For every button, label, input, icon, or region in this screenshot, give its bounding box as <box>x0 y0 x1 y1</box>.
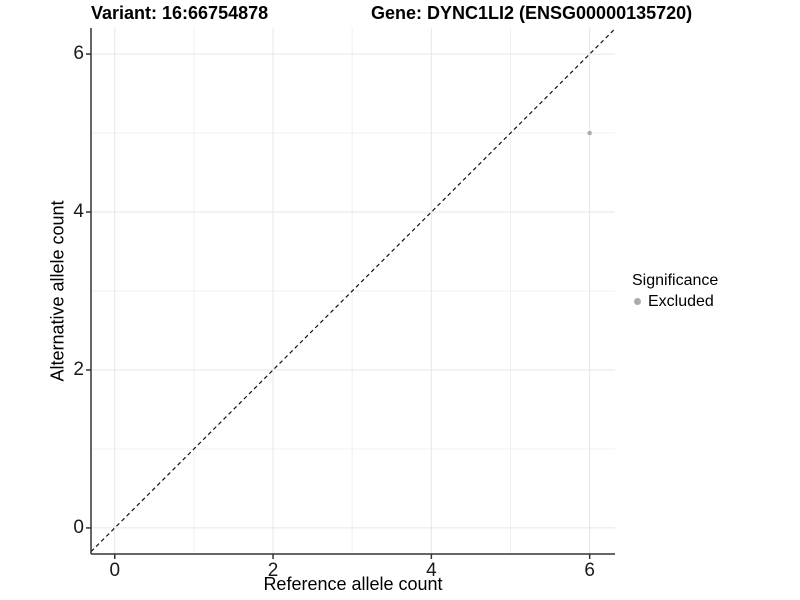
x-axis-title: Reference allele count <box>263 574 443 594</box>
x-tick-label: 0 <box>109 560 121 581</box>
gene-title: Gene: DYNC1LI2 (ENSG00000135720) <box>371 3 693 23</box>
identity-line <box>90 28 616 553</box>
y-tick-label: 0 <box>73 516 84 538</box>
legend-point-icon <box>634 298 641 305</box>
y-axis-title: Alternative allele count <box>47 200 68 382</box>
legend: Significance Excluded <box>632 271 718 311</box>
legend-title: Significance <box>632 272 719 289</box>
x-tick-label: 6 <box>584 560 595 581</box>
variant-title: Variant: 16:66754878 <box>91 3 269 23</box>
legend-item-excluded: Excluded <box>632 292 718 311</box>
x-tick-label: 4 <box>426 560 437 581</box>
y-tick-label: 6 <box>73 43 84 65</box>
y-tick-label: 2 <box>73 358 84 380</box>
data-point <box>587 130 592 136</box>
x-tick-label: 2 <box>267 560 279 581</box>
legend-item-label: Excluded <box>648 293 714 310</box>
y-tick-label: 4 <box>73 201 84 223</box>
